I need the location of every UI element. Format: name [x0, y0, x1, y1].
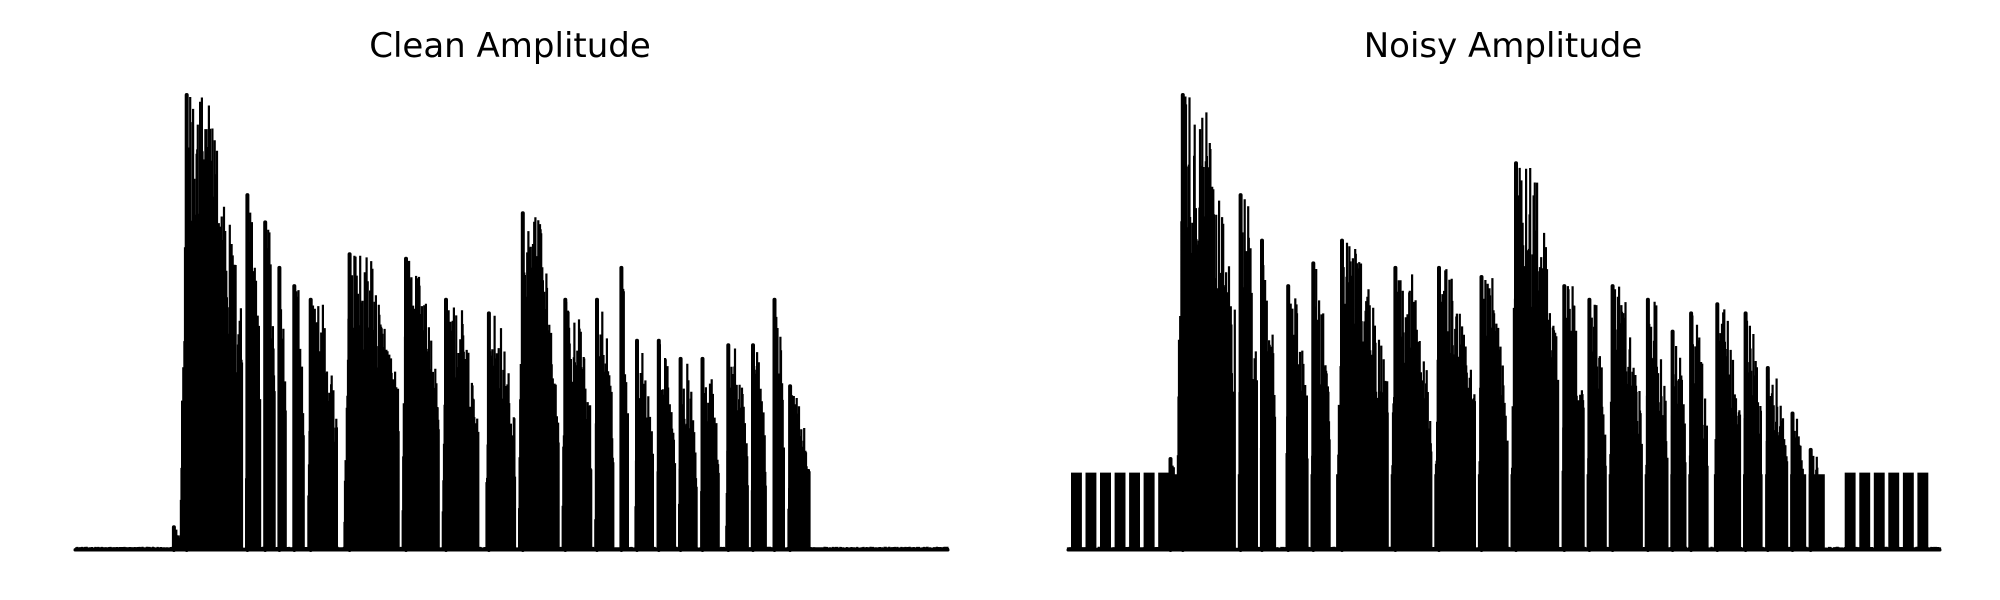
noisy-amplitude-plot	[1066, 93, 1942, 552]
waveform-trace	[73, 97, 950, 550]
clean-amplitude-plot	[73, 93, 950, 552]
noisy-amplitude-title: Noisy Amplitude	[1364, 26, 1643, 66]
clean-amplitude-title: Clean Amplitude	[369, 26, 651, 66]
noisy-amplitude-panel: Noisy Amplitude	[1066, 26, 1942, 552]
clean-amplitude-panel: Clean Amplitude	[73, 26, 950, 552]
